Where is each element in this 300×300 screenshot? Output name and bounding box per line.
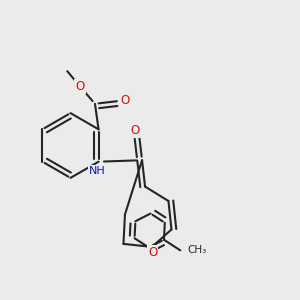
Text: O: O — [120, 94, 129, 107]
Text: O: O — [130, 124, 139, 137]
Text: CH₃: CH₃ — [188, 245, 207, 255]
Text: O: O — [75, 80, 85, 93]
Text: NH: NH — [89, 166, 105, 176]
Text: O: O — [148, 246, 157, 260]
